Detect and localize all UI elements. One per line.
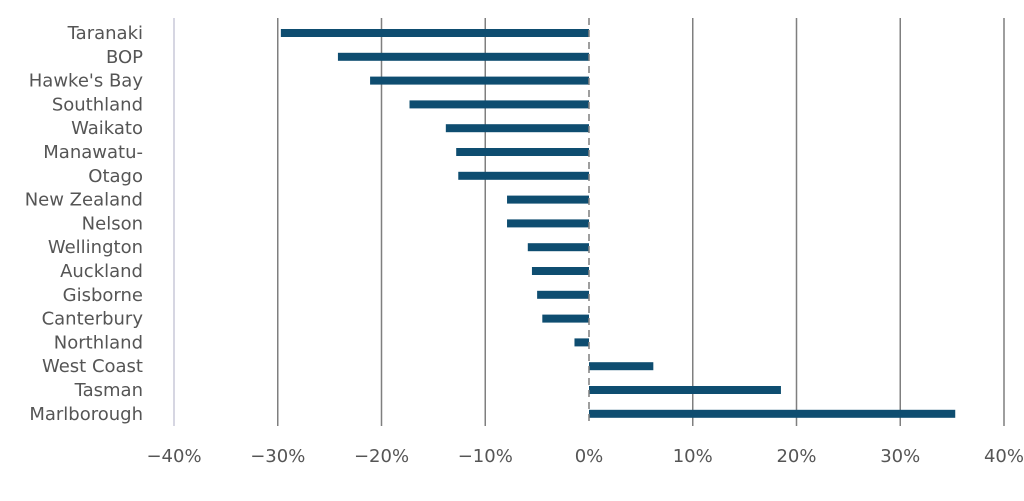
- category-label: Auckland: [60, 261, 143, 282]
- x-tick-label: 10%: [673, 446, 713, 467]
- category-label: Marlborough: [29, 404, 143, 425]
- x-tick-labels: −40% −30% −20% −10% 0% 10% 20% 30% 40%: [146, 446, 1024, 467]
- category-label: West Coast: [42, 356, 143, 377]
- bar: [537, 290, 589, 299]
- x-tick-label: −10%: [458, 446, 513, 467]
- bar: [370, 76, 589, 85]
- category-label: BOP: [106, 47, 143, 68]
- bar: [507, 195, 589, 204]
- bar: [280, 29, 589, 37]
- x-tick-label: 30%: [880, 446, 920, 467]
- bar: [574, 338, 589, 347]
- bar: [542, 314, 589, 323]
- x-tick-label: −20%: [354, 446, 409, 467]
- gridlines: [173, 18, 1005, 426]
- x-tick-label: 0%: [575, 446, 604, 467]
- bar: [589, 362, 654, 371]
- category-label: Manawatu-: [43, 142, 143, 163]
- category-label: Hawke's Bay: [29, 71, 144, 92]
- category-label: Southland: [52, 94, 143, 115]
- category-label: Gisborne: [63, 285, 143, 306]
- bar: [531, 267, 589, 275]
- category-label: Wellington: [48, 237, 143, 258]
- bar: [445, 124, 589, 133]
- x-tick-label: −30%: [250, 446, 305, 467]
- x-tick-label: 40%: [984, 446, 1024, 467]
- category-label: Otago: [88, 166, 143, 187]
- category-label: Waikato: [71, 118, 143, 139]
- bars: [280, 29, 956, 418]
- bar: [589, 409, 956, 418]
- x-tick-label: −40%: [146, 446, 201, 467]
- bar: [527, 243, 589, 252]
- bar: [456, 148, 589, 156]
- bar: [458, 171, 589, 180]
- category-label: Tasman: [74, 380, 143, 401]
- bar: [507, 219, 589, 228]
- category-label: Northland: [54, 332, 143, 353]
- category-label: Nelson: [82, 213, 143, 234]
- category-label: New Zealand: [25, 190, 143, 211]
- bar: [589, 386, 781, 394]
- category-label: Taranaki: [67, 23, 143, 44]
- x-tick-label: 20%: [776, 446, 816, 467]
- category-label: Canterbury: [42, 309, 144, 330]
- bar: [409, 100, 589, 109]
- bar: [337, 52, 589, 61]
